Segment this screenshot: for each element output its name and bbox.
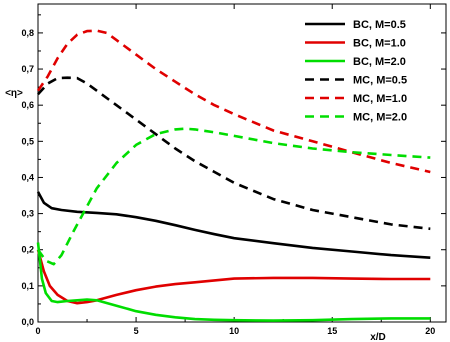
y-tick-label: 0,4 (21, 172, 34, 182)
plot-frame (37, 3, 447, 323)
axis-ticks: 0 5 10 15 20 0,0 0,1 0,2 0,3 0,4 0,5 0,6 0,7 0,8 (21, 4, 446, 336)
legend-label-4: MC, M=0.5 (353, 75, 407, 87)
legend-label-1: BC, M=0.5 (353, 19, 406, 31)
series-line-4 (37, 76, 431, 231)
y-tick-label: 0,6 (21, 100, 34, 110)
legend-label-5: MC, M=1.0 (353, 93, 407, 105)
x-tick-label: 20 (425, 326, 435, 336)
y-tick-label: 0,8 (21, 28, 34, 38)
x-tick-label: 0 (35, 326, 40, 336)
legend-label-3: BC, M=2.0 (353, 56, 406, 68)
x-tick-label: 10 (229, 326, 239, 336)
x-axis-label: x/D (370, 332, 386, 342)
series-line-2 (36, 249, 431, 305)
x-tick-label: 5 (134, 326, 139, 336)
y-axis-label: <η> (5, 88, 23, 99)
series-line-6 (36, 127, 431, 266)
y-tick-label: 0,2 (21, 245, 34, 255)
legend-label-2: BC, M=1.0 (353, 38, 406, 50)
y-tick-label: 0,1 (21, 281, 34, 291)
y-tick-label: 0,7 (21, 64, 34, 74)
series-line-1 (36, 191, 431, 259)
series-layer (36, 29, 431, 322)
series-line-3 (36, 242, 431, 322)
y-tick-label: 0,5 (21, 136, 34, 146)
x-tick-label: 15 (327, 326, 337, 336)
y-tick-label: 0,3 (21, 209, 34, 219)
legend: BC, M=0.5 BC, M=1.0 BC, M=2.0 MC, M=0.5 MC, … (305, 19, 407, 124)
y-tick-label: 0,0 (21, 317, 34, 327)
legend-label-6: MC, M=2.0 (353, 112, 407, 124)
